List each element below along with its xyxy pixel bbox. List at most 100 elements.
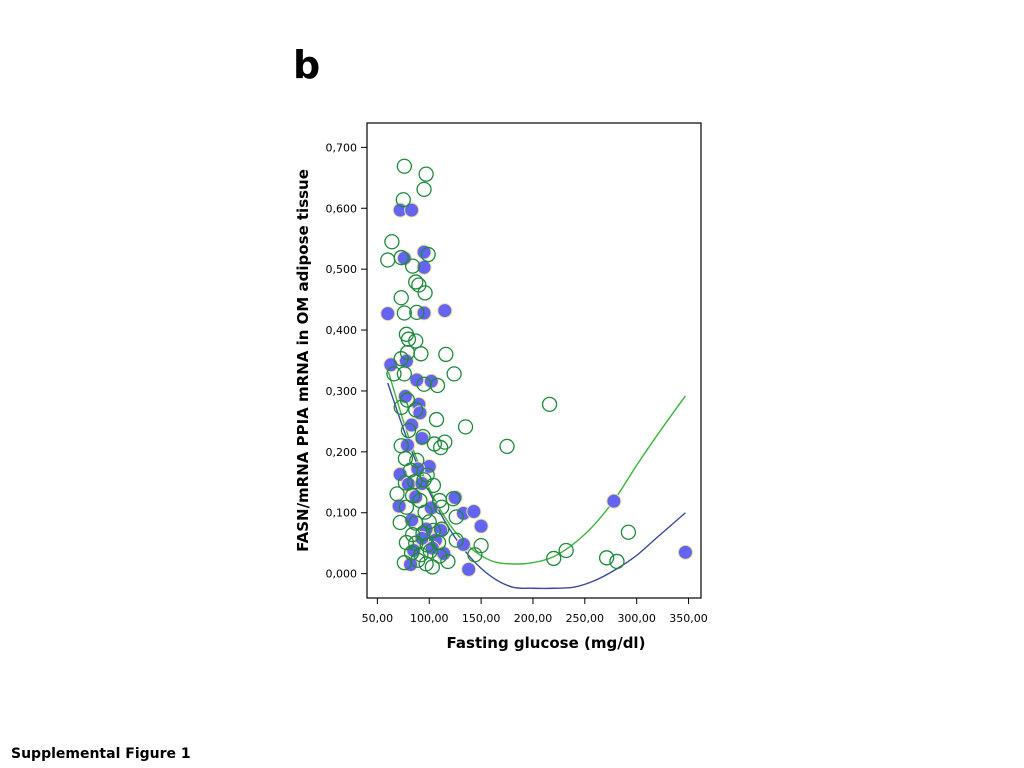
open-data-point [396, 366, 412, 382]
fit-line-open [387, 369, 687, 565]
y-tick-label: 0,600 [326, 202, 358, 215]
filled-data-point [466, 504, 482, 520]
open-data-point [396, 158, 412, 174]
open-data-point [424, 559, 440, 575]
open-data-point [389, 486, 405, 502]
open-data-point [408, 333, 424, 349]
x-tick-label: 350,00 [669, 612, 708, 625]
open-data-point [457, 419, 474, 435]
filled-data-point [606, 493, 622, 509]
open-data-point [440, 553, 456, 570]
open-data-point [499, 438, 515, 455]
open-data-point [411, 277, 427, 293]
open-data-point [386, 366, 402, 382]
y-tick-label: 0,400 [326, 324, 358, 337]
open-data-point [397, 475, 414, 491]
open-data-point [410, 552, 426, 568]
filled-data-point [404, 202, 420, 218]
open-data-point [446, 366, 462, 382]
x-axis-title: Fasting glucose (mg/dl) [447, 634, 646, 652]
open-data-point [434, 499, 450, 515]
open-data-point [417, 504, 433, 520]
filled-data-point [677, 544, 693, 560]
x-tick-label: 50,00 [362, 612, 394, 625]
x-tick-label: 250,00 [566, 612, 605, 625]
open-data-point [408, 274, 424, 290]
filled-data-point [412, 405, 428, 421]
y-tick-label: 0,000 [326, 568, 358, 581]
filled-data-point [416, 244, 432, 260]
open-data-point [393, 249, 409, 266]
open-data-point [421, 514, 437, 530]
open-data-point [620, 524, 637, 540]
open-data-point [418, 166, 434, 182]
open-data-point [445, 491, 461, 507]
open-data-point [393, 290, 409, 306]
open-data-point [420, 246, 436, 263]
filled-data-point [380, 306, 396, 322]
open-data-point [415, 428, 431, 445]
open-data-point [404, 258, 421, 274]
open-data-point [431, 548, 448, 564]
open-data-point [400, 422, 417, 439]
filled-data-point [396, 250, 412, 266]
x-tick-label: 150,00 [462, 612, 501, 625]
open-data-point [429, 377, 446, 394]
x-tick-label: 100,00 [410, 612, 449, 625]
x-tick-label: 300,00 [617, 612, 656, 625]
x-axis: 50,00 100,00 150,00 200,00 250,00 300,00 350,0… [362, 598, 708, 625]
open-data-point [609, 553, 625, 570]
open-data-point [438, 346, 454, 363]
y-tick-label: 0,100 [326, 507, 358, 520]
plot-area [366, 122, 702, 599]
open-data-point [415, 525, 431, 542]
open-data-point [399, 344, 416, 361]
panel-label: b [293, 43, 321, 87]
open-data-point [392, 514, 408, 531]
open-data-point [402, 462, 419, 478]
open-data-point [404, 527, 421, 543]
filled-data-point [409, 372, 425, 388]
open-data-point [393, 351, 409, 367]
open-data-point [546, 550, 562, 567]
open-data-point [428, 411, 445, 428]
y-axis: 0,000 0,100 0,200 0,300 0,400 0,500 0,600 0,700 [326, 141, 367, 581]
open-data-point [541, 396, 558, 412]
filled-data-point [404, 417, 420, 433]
figure-caption: Supplemental Figure 1 [11, 746, 191, 762]
filled-data-point [383, 357, 399, 373]
filled-data-point [437, 303, 453, 319]
open-data-point [413, 346, 429, 362]
open-data-point [395, 192, 411, 208]
y-tick-label: 0,300 [326, 385, 358, 398]
open-data-point [425, 477, 442, 493]
open-data-point [393, 399, 409, 416]
data-points [380, 158, 693, 577]
open-data-point [398, 534, 415, 551]
open-data-point [417, 285, 433, 301]
filled-data-point [455, 536, 471, 552]
open-data-point [558, 542, 574, 559]
filled-data-point [473, 518, 489, 534]
open-data-point [448, 532, 464, 548]
open-data-point [416, 181, 432, 198]
open-data-point [416, 472, 432, 488]
open-data-point [448, 509, 464, 525]
open-data-point [432, 439, 449, 456]
open-data-point [598, 550, 615, 566]
y-axis-title: FASN/mRNA PPIA mRNA in OM adipose tissue [294, 169, 312, 552]
open-data-point [398, 499, 415, 515]
open-data-point [408, 402, 424, 418]
open-data-point [437, 434, 453, 450]
y-tick-label: 0,200 [326, 446, 358, 459]
plot-frame [366, 122, 702, 599]
x-tick-label: 200,00 [514, 612, 553, 625]
open-data-point [384, 234, 400, 250]
open-data-point [380, 252, 396, 268]
open-data-point [409, 304, 425, 321]
y-tick-label: 0,500 [326, 263, 358, 276]
open-data-point [467, 547, 483, 563]
open-data-point [396, 305, 412, 321]
filled-data-point [461, 561, 477, 577]
